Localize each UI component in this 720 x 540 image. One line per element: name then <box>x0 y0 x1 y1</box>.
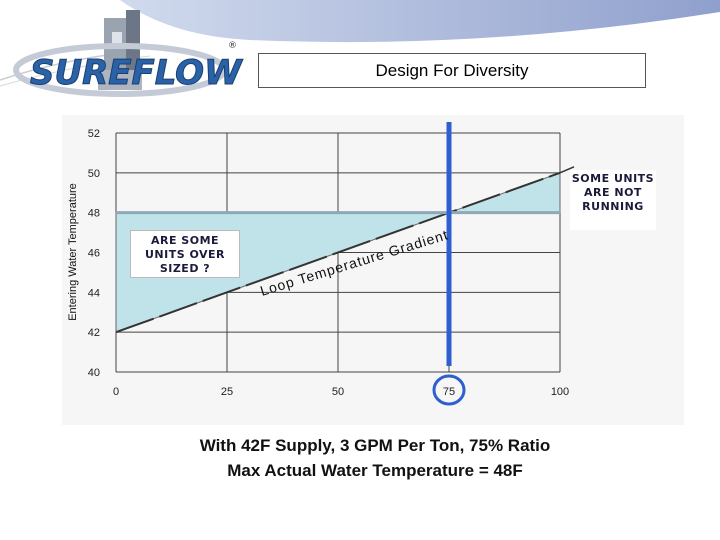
y-tick-50: 50 <box>88 168 100 180</box>
y-tick-labels: 40 42 44 46 48 50 52 <box>88 128 100 379</box>
y-axis-label: Entering Water Temperature <box>67 183 79 321</box>
gradient-line <box>115 171 561 334</box>
series-lines <box>115 166 575 334</box>
gradient-line-extension <box>559 166 575 174</box>
y-tick-40: 40 <box>88 367 100 379</box>
y-tick-52: 52 <box>88 128 100 140</box>
sureflow-logo: SUREFLOW ® <box>13 10 244 97</box>
caption-line-2: Max Actual Water Temperature = 48F <box>227 461 523 480</box>
x-tick-0: 0 <box>113 386 119 398</box>
logo-wordmark: SUREFLOW <box>30 53 243 93</box>
x-tick-100: 100 <box>551 386 569 398</box>
reference-lines <box>116 122 560 366</box>
oversized-annotation: ARE SOME UNITS OVER SIZED ? <box>130 230 240 278</box>
highlight-circle <box>432 374 466 406</box>
registered-mark: ® <box>228 41 237 51</box>
y-tick-48: 48 <box>88 208 100 220</box>
y-tick-44: 44 <box>88 287 100 299</box>
slide-title: Design For Diversity <box>258 53 646 88</box>
x-tick-25: 25 <box>221 386 233 398</box>
x-tick-50: 50 <box>332 386 344 398</box>
x-tick-75: 75 <box>443 386 455 398</box>
caption-line-1: With 42F Supply, 3 GPM Per Ton, 75% Rati… <box>199 436 551 455</box>
x-tick-labels: 0 25 50 75 100 <box>113 374 569 406</box>
y-tick-42: 42 <box>88 327 100 339</box>
not-running-annotation: SOME UNITS ARE NOT RUNNING <box>570 170 656 230</box>
y-tick-46: 46 <box>88 248 100 260</box>
